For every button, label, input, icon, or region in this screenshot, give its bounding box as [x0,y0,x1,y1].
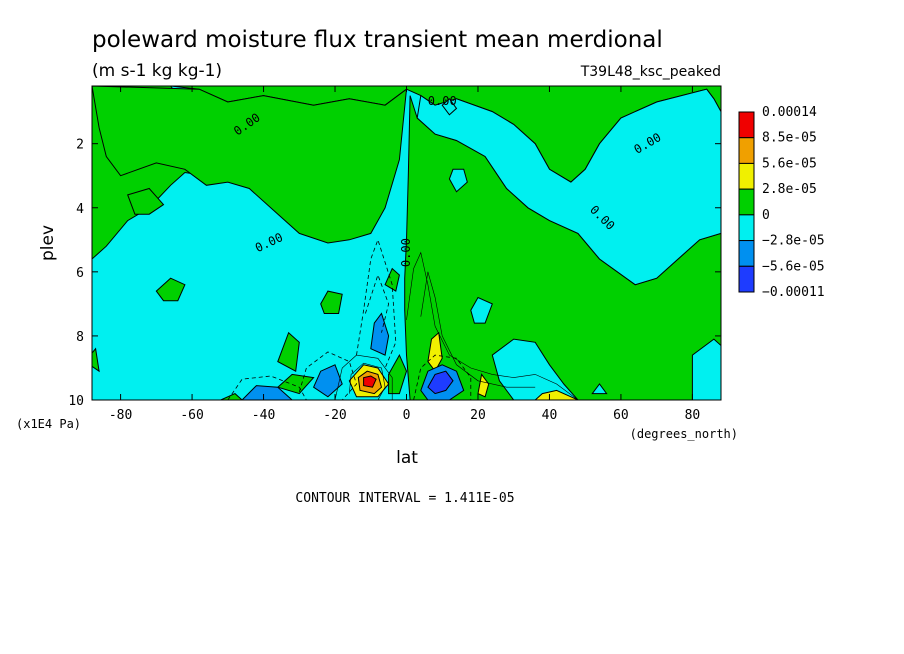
zero-contour-label: 0.00 [399,238,413,267]
positive-region [92,86,408,244]
x-tick-label: 60 [613,408,629,423]
run-name: T39L48_ksc_peaked [580,64,721,80]
y-tick-label: 4 [76,202,84,217]
contour-fills [92,86,721,400]
contour-interval-note: CONTOUR INTERVAL = 1.411E-05 [295,491,514,506]
colorbar-box [738,265,755,293]
colorbar: 0.00014 8.5e-05 5.6e-05 2.8e-05 0 −2.8e-05 −5.… [738,105,825,300]
colorbar-label: 2.8e-05 [762,182,817,197]
y-tick-label: 6 [76,266,84,281]
y-tick-label: 10 [68,394,84,409]
colorbar-label: 5.6e-05 [762,156,817,171]
colorbar-box [738,240,755,267]
x-tick-label: 40 [542,408,558,423]
negative-island [491,338,579,400]
dark-blue-region [427,370,454,395]
y-axis-units: (x1E4 Pa) [16,417,81,431]
negative-island [691,338,721,400]
solid-contour [349,362,386,400]
x-tick-label: -80 [109,408,132,423]
x-tick-label: -40 [252,408,275,423]
positive-island [155,277,186,302]
negative-island [441,98,458,116]
colorbar-label: 8.5e-05 [762,131,817,146]
dashed-contour [413,354,472,400]
yellow-region [477,373,490,398]
y-tick-label: 2 [76,138,84,153]
colorbar-box [738,214,755,242]
x-tick-label: -60 [180,408,203,423]
mid-blue-region [370,312,390,356]
negative-island [416,88,721,286]
solid-contour [334,354,393,400]
colorbar-label: −2.8e-05 [762,234,825,249]
positive-island [220,393,243,400]
x-tick-label: -20 [323,408,346,423]
colorbar-label: −5.6e-05 [762,259,825,274]
solid-contour [420,271,536,388]
x-tick-label: 20 [470,408,486,423]
chart-units: (m s-1 kg kg-1) [92,61,222,81]
dashed-contour [365,273,390,333]
colorbar-label: 0 [762,208,770,223]
mid-blue-region [241,385,293,400]
y-tick-label: 8 [76,330,84,345]
x-axis-label: lat [396,448,418,468]
negative-island [448,168,468,193]
positive-island [320,290,343,314]
negative-island [470,296,493,324]
dashed-contour [227,375,307,400]
x-tick-label: 80 [685,408,701,423]
colorbar-box [738,111,755,139]
dashed-contour [298,351,357,400]
colorbar-box [738,162,755,190]
positive-island [276,373,315,395]
x-axis-units: (degrees_north) [630,427,738,441]
positive-island [127,187,165,215]
colorbar-box [738,137,755,164]
negative-island [591,383,608,395]
contour-lines [227,238,579,400]
yellow-region [534,389,579,400]
y-axis: 2 4 6 8 10 [68,138,721,409]
mid-blue-region [312,364,343,398]
colorbar-label: −0.00011 [762,285,825,300]
colorbar-label: 0.00014 [762,105,817,120]
colorbar-box [738,188,755,216]
x-axis: -80 -60 -40 -20 0 20 40 60 80 [109,86,700,423]
chart-title: poleward moisture flux transient mean me… [92,27,663,53]
positive-island [92,347,100,373]
x-tick-label: 0 [403,408,411,423]
y-axis-label: plev [38,225,58,261]
dashed-contour [356,238,397,369]
red-region [363,375,377,388]
positive-island [388,353,408,395]
solid-contour [406,251,579,400]
positive-island [277,331,300,372]
zero-contour-label: 0.00 [428,94,457,108]
